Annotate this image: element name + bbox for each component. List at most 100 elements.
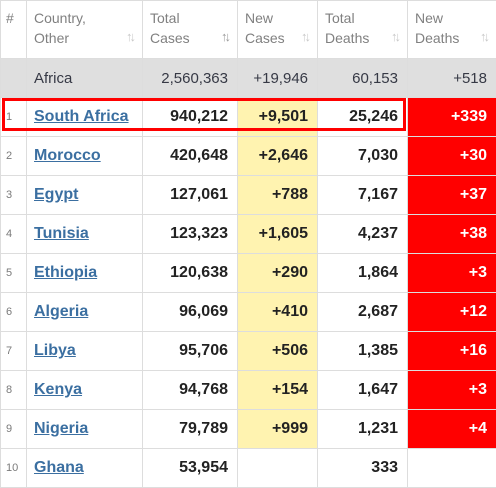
total-deaths-cell: 25,246 [317,97,408,137]
country-cell: Nigeria [26,409,143,449]
total-cases-cell: 127,061 [142,175,238,215]
total-cases-cell: 79,789 [142,409,238,449]
row-number: 2 [0,136,27,176]
sort-descending-icon[interactable]: ↑↓ [221,29,231,44]
total-cases-cell: 420,648 [142,136,238,176]
table-row: 6 Algeria 96,069 +410 2,687 +12 [0,292,496,332]
new-cases-cell: +19,946 [237,58,318,98]
total-cases-cell: 123,323 [142,214,238,254]
country-link[interactable]: Nigeria [34,420,89,437]
country-cell: Egypt [26,175,143,215]
row-number: 4 [0,214,27,254]
header-new-cases-label: New Cases [245,10,285,46]
country-cell: Algeria [26,292,143,332]
sort-arrows-icon[interactable]: ↑↓ [301,29,311,44]
total-deaths-cell: 7,167 [317,175,408,215]
new-deaths-cell [407,448,496,488]
country-cell: Morocco [26,136,143,176]
row-number: 9 [0,409,27,449]
row-number [0,58,27,98]
total-deaths-cell: 4,237 [317,214,408,254]
row-number: 6 [0,292,27,332]
column-header-new-deaths[interactable]: New Deaths ↑↓ [407,0,496,59]
new-deaths-cell: +3 [407,253,496,293]
country-link[interactable]: Ethiopia [34,264,98,281]
header-country-label: Country, Other [34,10,86,46]
country-link[interactable]: Ghana [34,459,84,476]
continent-total-row: Africa 2,560,363 +19,946 60,153 +518 [0,58,496,98]
total-deaths-cell: 1,864 [317,253,408,293]
new-deaths-cell: +16 [407,331,496,371]
table-row: 3 Egypt 127,061 +788 7,167 +37 [0,175,496,215]
country-link[interactable]: Egypt [34,186,79,203]
total-cases-cell: 94,768 [142,370,238,410]
sort-arrows-icon[interactable]: ↑↓ [391,29,401,44]
total-deaths-cell: 1,647 [317,370,408,410]
total-deaths-cell: 2,687 [317,292,408,332]
new-cases-cell: +999 [237,409,318,449]
table-row: 1 South Africa 940,212 +9,501 25,246 +339 [0,97,496,137]
country-cell: Ghana [26,448,143,488]
total-cases-cell: 95,706 [142,331,238,371]
country-link[interactable]: Tunisia [34,225,89,242]
header-row: # Country, Other ↑↓ Total Cases ↑↓ New Cas… [0,0,496,59]
country-cell: Kenya [26,370,143,410]
sort-arrows-icon[interactable]: ↑↓ [480,29,490,44]
country-cell: Tunisia [26,214,143,254]
column-header-num[interactable]: # [0,0,27,59]
row-number: 8 [0,370,27,410]
total-cases-cell: 2,560,363 [142,58,238,98]
header-num-label: # [6,10,14,26]
new-cases-cell: +410 [237,292,318,332]
total-cases-cell: 120,638 [142,253,238,293]
country-link[interactable]: Kenya [34,381,83,398]
country-link[interactable]: Algeria [34,303,89,320]
header-total-cases-label: Total Cases [150,10,190,46]
new-cases-cell: +506 [237,331,318,371]
column-header-total-cases[interactable]: Total Cases ↑↓ [142,0,238,59]
row-number: 10 [0,448,27,488]
row-number: 3 [0,175,27,215]
new-deaths-cell: +518 [407,58,496,98]
total-deaths-cell: 1,385 [317,331,408,371]
new-deaths-cell: +30 [407,136,496,176]
country-cell: Libya [26,331,143,371]
column-header-country[interactable]: Country, Other ↑↓ [26,0,143,59]
new-deaths-cell: +4 [407,409,496,449]
country-cell: Ethiopia [26,253,143,293]
new-cases-cell: +290 [237,253,318,293]
column-header-total-deaths[interactable]: Total Deaths ↑↓ [317,0,408,59]
table-row: 9 Nigeria 79,789 +999 1,231 +4 [0,409,496,449]
new-cases-cell: +2,646 [237,136,318,176]
new-cases-cell: +9,501 [237,97,318,137]
new-deaths-cell: +38 [407,214,496,254]
total-deaths-cell: 1,231 [317,409,408,449]
table-row: 10 Ghana 53,954 333 [0,448,496,488]
country-link[interactable]: Morocco [34,147,101,164]
table-row: 2 Morocco 420,648 +2,646 7,030 +30 [0,136,496,176]
total-deaths-cell: 60,153 [317,58,408,98]
new-deaths-cell: +37 [407,175,496,215]
country-link[interactable]: South Africa [34,108,129,125]
total-deaths-cell: 333 [317,448,408,488]
table-row: 4 Tunisia 123,323 +1,605 4,237 +38 [0,214,496,254]
table-row: 5 Ethiopia 120,638 +290 1,864 +3 [0,253,496,293]
country-link[interactable]: Libya [34,342,76,359]
new-deaths-cell: +12 [407,292,496,332]
column-header-new-cases[interactable]: New Cases ↑↓ [237,0,318,59]
row-number: 7 [0,331,27,371]
table-row: 8 Kenya 94,768 +154 1,647 +3 [0,370,496,410]
total-cases-cell: 53,954 [142,448,238,488]
new-cases-cell: +1,605 [237,214,318,254]
total-deaths-cell: 7,030 [317,136,408,176]
new-cases-cell: +154 [237,370,318,410]
total-cases-cell: 940,212 [142,97,238,137]
country-cell: South Africa [26,97,143,137]
row-number: 5 [0,253,27,293]
table-row: 7 Libya 95,706 +506 1,385 +16 [0,331,496,371]
sort-arrows-icon[interactable]: ↑↓ [126,29,136,44]
header-new-deaths-label: New Deaths [415,10,460,46]
new-cases-cell [237,448,318,488]
row-number: 1 [0,97,27,137]
